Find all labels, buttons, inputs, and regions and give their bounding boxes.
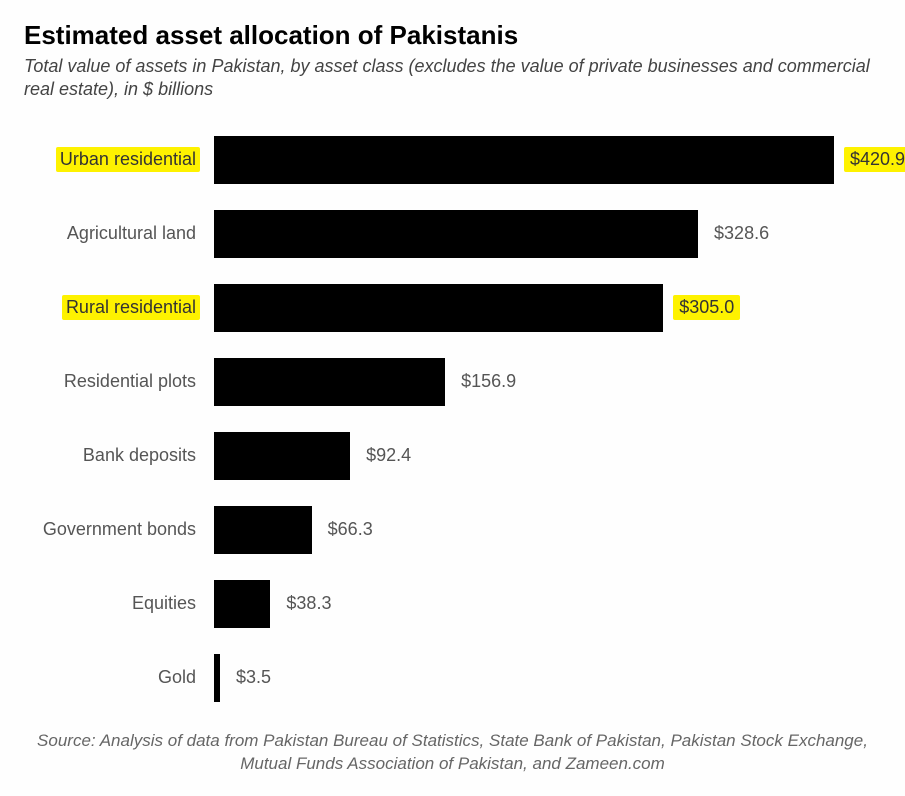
category-label: Agricultural land (24, 221, 214, 246)
bar-row: Rural residential $305.0 (24, 278, 881, 338)
bar (214, 432, 350, 480)
bar (214, 654, 220, 702)
bar-area: $420.9 (214, 136, 905, 184)
bar-row: Agricultural land $328.6 (24, 204, 881, 264)
category-label: Equities (24, 591, 214, 616)
bar (214, 284, 663, 332)
bar (214, 136, 834, 184)
chart-title: Estimated asset allocation of Pakistanis (24, 20, 881, 51)
category-label: Residential plots (24, 369, 214, 394)
category-label: Gold (24, 665, 214, 690)
value-label: $66.3 (322, 517, 379, 542)
bar (214, 358, 445, 406)
bar (214, 506, 312, 554)
bar-row: Urban residential$420.9 (24, 130, 881, 190)
category-label: Rural residential (24, 295, 214, 320)
value-label: $38.3 (280, 591, 337, 616)
bar (214, 210, 698, 258)
category-label: Bank deposits (24, 443, 214, 468)
value-label: $305.0 (673, 295, 740, 320)
bar-row: Equities $38.3 (24, 574, 881, 634)
bar-row: Gold $3.5 (24, 648, 881, 708)
bar-area: $305.0 (214, 284, 881, 332)
bar-area: $92.4 (214, 432, 881, 480)
bar (214, 580, 270, 628)
bar-area: $328.6 (214, 210, 881, 258)
bar-row: Bank deposits $92.4 (24, 426, 881, 486)
bar-area: $66.3 (214, 506, 881, 554)
category-label: Government bonds (24, 517, 214, 542)
value-label: $156.9 (455, 369, 522, 394)
bar-row: Residential plots $156.9 (24, 352, 881, 412)
bar-area: $3.5 (214, 654, 881, 702)
value-label: $420.9 (844, 147, 905, 172)
chart-subtitle: Total value of assets in Pakistan, by as… (24, 55, 881, 102)
chart-source: Source: Analysis of data from Pakistan B… (24, 730, 881, 776)
value-label: $92.4 (360, 443, 417, 468)
bar-row: Government bonds $66.3 (24, 500, 881, 560)
value-label: $3.5 (230, 665, 277, 690)
bar-area: $38.3 (214, 580, 881, 628)
category-label: Urban residential (24, 147, 214, 172)
bar-chart: Urban residential$420.9 Agricultural land… (24, 130, 881, 708)
bar-area: $156.9 (214, 358, 881, 406)
value-label: $328.6 (708, 221, 775, 246)
